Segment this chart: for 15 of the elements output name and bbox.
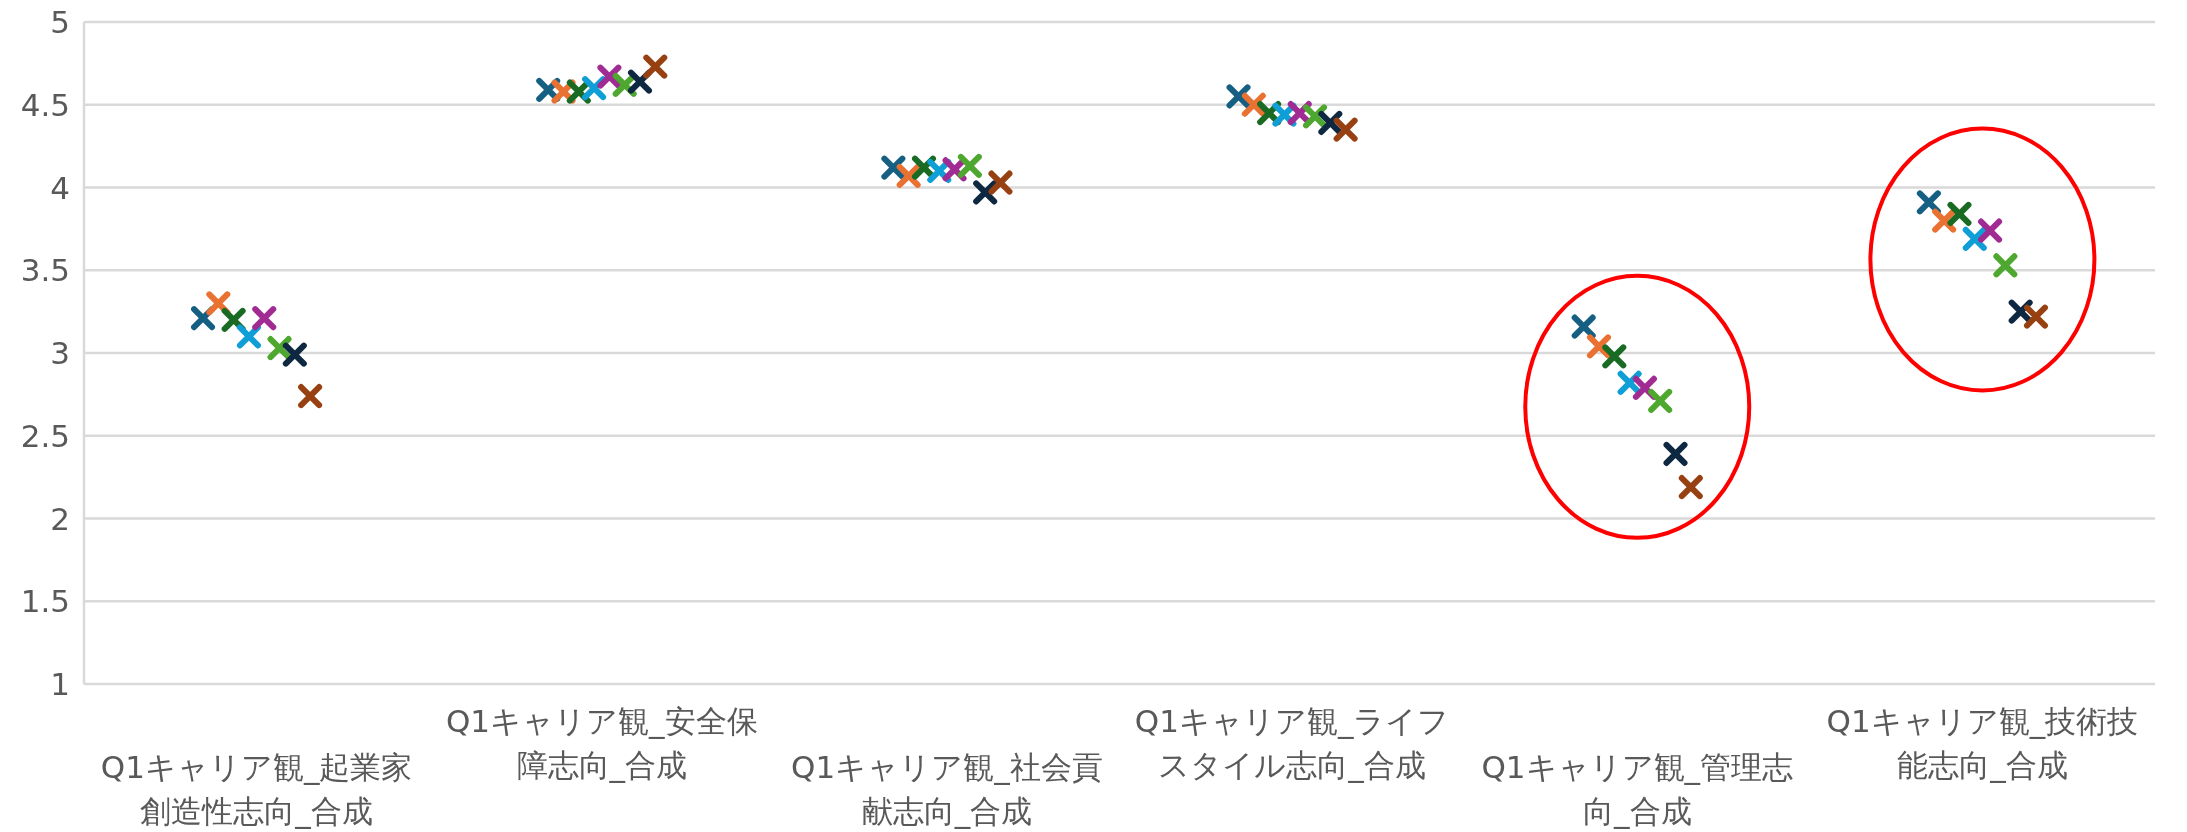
x-tick-label: Q1キャリア観_技術技能志向_合成 [1826,703,2139,783]
x-tick-label: Q1キャリア観_ライフスタイル志向_合成 [1134,703,1450,783]
y-tick-label: 3.5 [20,252,70,289]
y-tick-label: 1 [50,666,70,702]
x-tick-label: Q1キャリア観_社会貢献志向_合成 [791,749,1103,829]
x-tick-label: Q1キャリア観_安全保障志向_合成 [445,703,758,783]
y-tick-label: 4.5 [20,86,70,123]
y-tick-label: 2 [50,500,70,537]
x-tick-label: Q1キャリア観_起業家創造性志向_合成 [100,749,413,829]
y-tick-label: 3 [50,335,70,371]
y-tick-label: 5 [50,4,70,40]
x-tick-label: Q1キャリア観_管理志向_合成 [1481,749,1794,829]
y-tick-label: 4 [50,169,70,206]
y-tick-label: 1.5 [20,583,70,620]
y-tick-label: 2.5 [20,417,70,454]
